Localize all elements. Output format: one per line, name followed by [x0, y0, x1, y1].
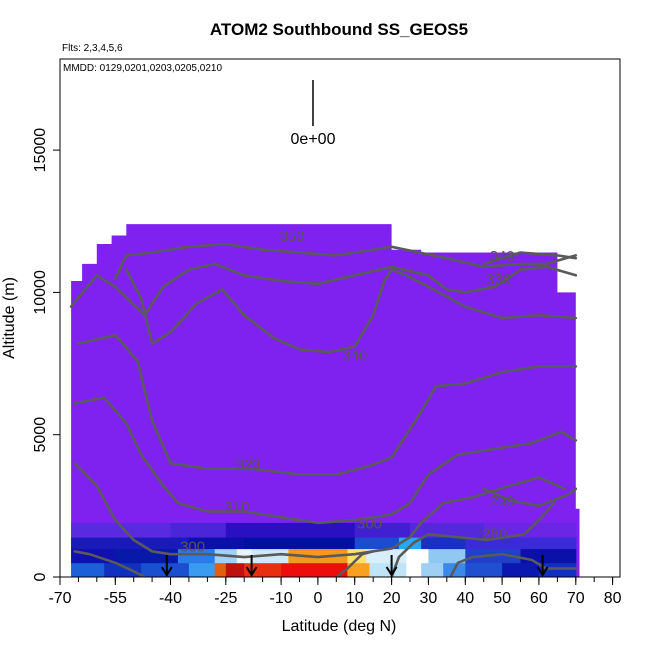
- contour-label-6: 300: [357, 516, 382, 533]
- curtain-fill: [71, 224, 580, 577]
- x-tick-label: 30: [420, 590, 438, 607]
- band-2-segment-3: [354, 537, 400, 550]
- y-axis-label: Altitude (m): [1, 277, 18, 359]
- band-3-segment-2: [225, 522, 356, 538]
- contour-line-7: [482, 487, 578, 508]
- contour-label-2: 340: [490, 248, 515, 265]
- band-0-segment-0: [71, 562, 105, 577]
- y-tick-label: 0: [32, 572, 49, 581]
- band-1-segment-9: [406, 548, 429, 564]
- x-tick-label: 50: [493, 590, 511, 607]
- data-curtain: [71, 224, 580, 577]
- x-axis: -70 -55 -40 -25 -10 0 10 20 30 40 50 60 70 80: [48, 577, 622, 607]
- flight-arrow-2: [385, 555, 398, 577]
- legend-label: 0e+00: [291, 131, 336, 148]
- band-0-segment-14: [502, 562, 540, 577]
- x-tick-label: 0: [313, 590, 322, 607]
- x-tick-label: -25: [214, 590, 237, 607]
- band-1-segment-10: [428, 548, 466, 564]
- band-0-segment-15: [538, 562, 577, 577]
- dates-label: MMDD: 0129,0201,0203,0205,0210: [63, 63, 222, 74]
- band-0-segment-10: [406, 562, 422, 577]
- flight-arrows: [160, 555, 549, 577]
- chart-title: ATOM2 Southbound SS_GEOS5: [210, 20, 468, 39]
- band-0-segment-8: [347, 562, 370, 577]
- band-0-segment-1: [104, 562, 142, 577]
- x-tick-label: 40: [456, 590, 474, 607]
- contour-line-3: [125, 268, 578, 354]
- x-tick-label: 70: [567, 590, 585, 607]
- band-0-segment-6: [244, 562, 282, 577]
- contour-label-1: 330: [486, 271, 511, 288]
- contour-label-8: 280: [482, 526, 507, 543]
- y-tick-label: 10000: [32, 270, 49, 315]
- band-0-segment-13: [465, 562, 503, 577]
- flight-arrow-1: [245, 555, 258, 577]
- theta-contours: 350 330 340 340 320 310 300 290 280 300: [69, 228, 578, 577]
- y-tick-label: 15000: [32, 128, 49, 173]
- band-0-segment-7: [281, 562, 348, 577]
- plot-area: 350 330 340 340 320 310 300 290 280 300: [69, 224, 580, 577]
- contour-label-3: 340: [342, 348, 367, 365]
- band-3-segment-3: [354, 522, 411, 538]
- band-2-segment-1: [188, 537, 245, 550]
- band-0-segment-2: [141, 562, 190, 577]
- x-tick-label: 60: [530, 590, 548, 607]
- legend: 0e+00: [291, 80, 336, 148]
- band-2-segment-0: [71, 537, 190, 550]
- band-3-segment-0: [71, 522, 172, 538]
- band-0-segment-4: [214, 562, 227, 577]
- contour-line-10: [334, 550, 375, 577]
- y-axis: 0 5000 10000 15000: [32, 128, 60, 581]
- plot-frame: [59, 58, 621, 578]
- flight-arrow-head-0: [160, 566, 173, 577]
- x-tick-label: -55: [104, 590, 127, 607]
- band-0-segment-5: [225, 562, 245, 577]
- x-tick-label: 80: [604, 590, 622, 607]
- x-tick-label: -10: [270, 590, 293, 607]
- contour-line-6: [73, 461, 567, 559]
- x-axis-label: Latitude (deg N): [282, 618, 397, 635]
- contour-line-9: [73, 550, 146, 577]
- flights-label: Flts: 2,3,4,5,6: [62, 43, 123, 54]
- contour-line-5: [73, 396, 578, 525]
- band-2-segment-2: [244, 537, 356, 550]
- contour-label-5: 310: [224, 499, 249, 516]
- flight-arrow-head-2: [385, 566, 398, 577]
- contour-label-9: 300: [180, 538, 205, 555]
- boundary-layer-bands: [71, 522, 577, 577]
- band-1-segment-2: [177, 548, 216, 564]
- band-2-segment-6: [465, 537, 577, 550]
- contour-line-4: [77, 333, 578, 476]
- flight-arrow-head-3: [536, 566, 549, 577]
- contour-line-0: [114, 242, 578, 280]
- flight-arrow-0: [160, 555, 173, 577]
- x-tick-label: 10: [346, 590, 364, 607]
- x-tick-label: -70: [48, 590, 71, 607]
- band-2-segment-4: [398, 537, 422, 550]
- y-tick-label: 5000: [32, 417, 49, 453]
- x-tick-label: 20: [383, 590, 401, 607]
- contour-label-7: 290: [490, 493, 515, 510]
- band-0-segment-3: [188, 562, 216, 577]
- flight-arrow-3: [536, 555, 549, 577]
- band-0-segment-11: [421, 562, 444, 577]
- band-1-segment-1: [115, 548, 179, 564]
- contour-label-0: 350: [280, 228, 305, 245]
- band-3-segment-1: [170, 522, 227, 538]
- band-2-segment-5: [421, 537, 466, 550]
- contour-label-4: 320: [235, 456, 260, 473]
- band-1-segment-12: [520, 548, 577, 564]
- x-tick-label: -40: [159, 590, 182, 607]
- contour-line-2: [482, 251, 578, 266]
- contour-line-8: [390, 501, 556, 577]
- flight-arrow-head-1: [245, 566, 258, 577]
